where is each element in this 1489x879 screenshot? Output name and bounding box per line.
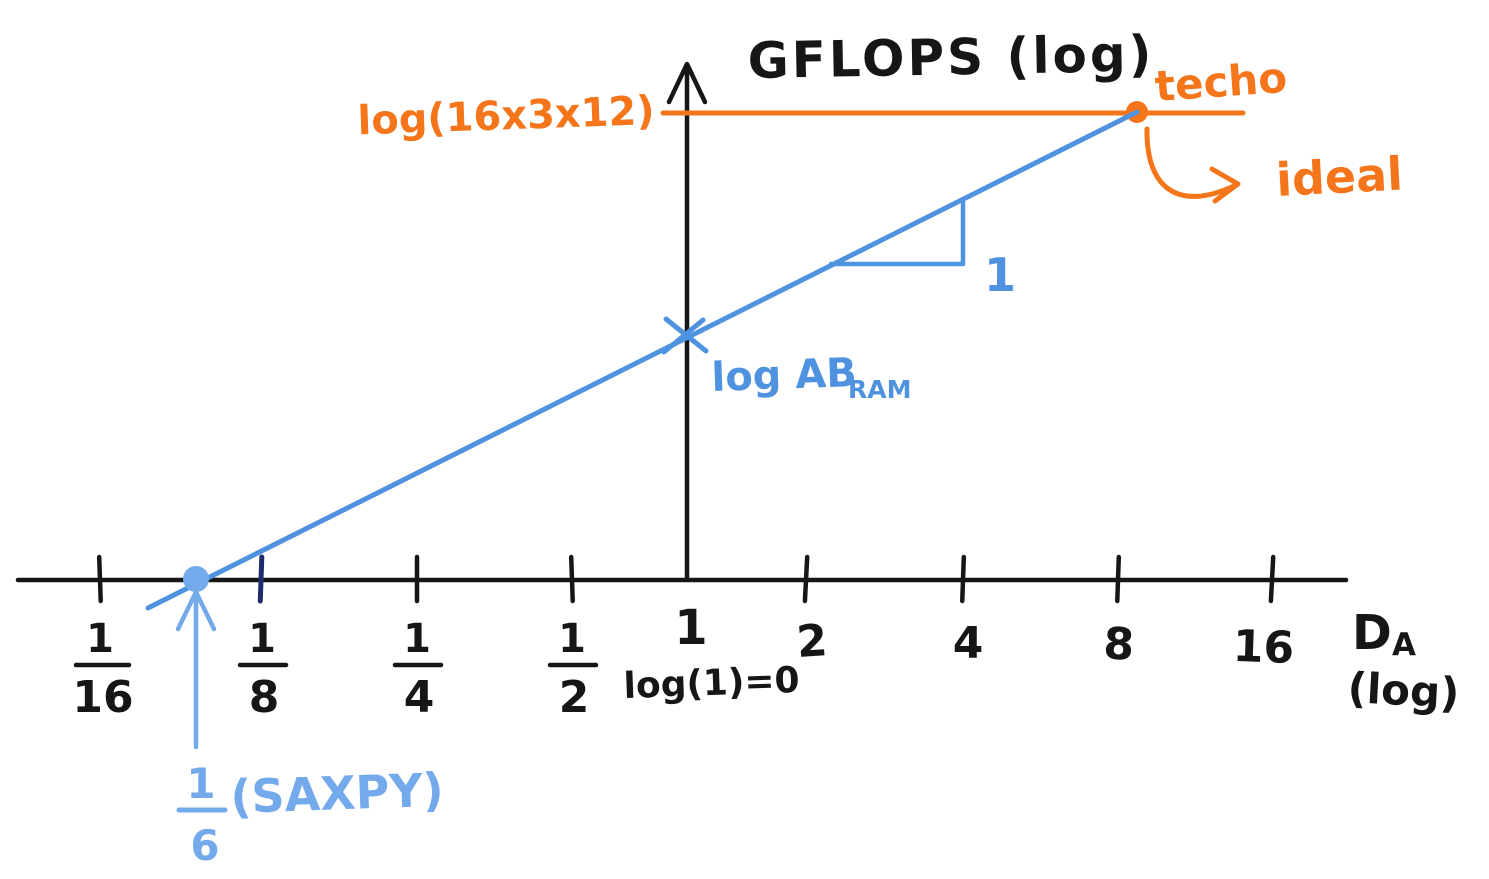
ideal-label: ideal xyxy=(1275,146,1404,207)
saxpy-arrowhead-icon xyxy=(175,589,217,632)
tick-label-4: 4 xyxy=(953,618,984,669)
tick-label-2: 2 xyxy=(795,615,829,668)
tick-1-2-denominator: 2 xyxy=(559,672,590,723)
tick-1-16 xyxy=(96,554,103,604)
tick-label-1-8: 1 8 xyxy=(237,616,289,723)
saxpy-point-dot xyxy=(183,566,209,592)
y-axis-arrowhead-icon xyxy=(666,61,708,105)
x-axis-title: D A (log) xyxy=(1346,605,1460,718)
intercept-label: log AB xyxy=(711,350,858,401)
tick-1-16-numerator: 1 xyxy=(86,616,114,662)
tick-label-16: 16 xyxy=(1232,621,1295,674)
ideal-curved-arrow-icon xyxy=(1144,126,1237,199)
ceiling-group xyxy=(660,101,1246,204)
origin-note-label: log(1)=0 xyxy=(623,660,800,707)
axes xyxy=(15,61,1349,583)
tick-16 xyxy=(1268,554,1276,604)
x-axis-unit: (log) xyxy=(1346,663,1460,718)
tick-label-1-4: 1 4 xyxy=(392,616,444,723)
tick-1-2-numerator: 1 xyxy=(558,616,586,662)
saxpy-group xyxy=(175,566,228,813)
intercept-label-subscript: RAM xyxy=(848,375,911,404)
tick-1-8-numerator: 1 xyxy=(248,616,276,662)
tick-2 xyxy=(802,554,810,604)
tick-1-2 xyxy=(568,554,575,604)
intercept-x-marker xyxy=(661,316,709,355)
tick-label-1-16: 1 16 xyxy=(72,616,133,723)
tick-1-4-denominator: 4 xyxy=(404,672,435,723)
saxpy-label: 1 6 (SAXPY) xyxy=(186,759,444,870)
tick-label-1-2: 1 2 xyxy=(547,616,599,723)
x-axis-ticks xyxy=(96,554,1276,604)
slope-triangle xyxy=(828,198,966,267)
tick-1-4-numerator: 1 xyxy=(403,616,431,662)
saxpy-denominator: 6 xyxy=(190,821,219,870)
tick-1-8-denominator: 8 xyxy=(249,672,280,723)
roofline-group xyxy=(145,109,1140,611)
saxpy-name-label: (SAXPY) xyxy=(229,763,444,824)
x-axis-name: D xyxy=(1352,605,1392,661)
tick-1-8 xyxy=(257,554,265,604)
tick-8 xyxy=(1115,554,1122,604)
x-axis-name-subscript: A xyxy=(1392,627,1416,663)
ceiling-name-label: techo xyxy=(1153,53,1288,111)
tick-label-8: 8 xyxy=(1102,618,1135,671)
ceiling-value-label: log(16x3x12) xyxy=(357,88,656,144)
saxpy-numerator: 1 xyxy=(186,759,215,808)
roofline-diagonal xyxy=(145,109,1140,611)
tick-4 xyxy=(960,554,967,604)
tick-label-1: 1 xyxy=(674,600,707,656)
tick-1-16-denominator: 16 xyxy=(72,672,133,723)
slope-value-label: 1 xyxy=(984,248,1016,302)
y-axis-title: GFLOPS (log) xyxy=(747,25,1155,90)
ideal-arrowhead-icon xyxy=(1209,166,1241,204)
